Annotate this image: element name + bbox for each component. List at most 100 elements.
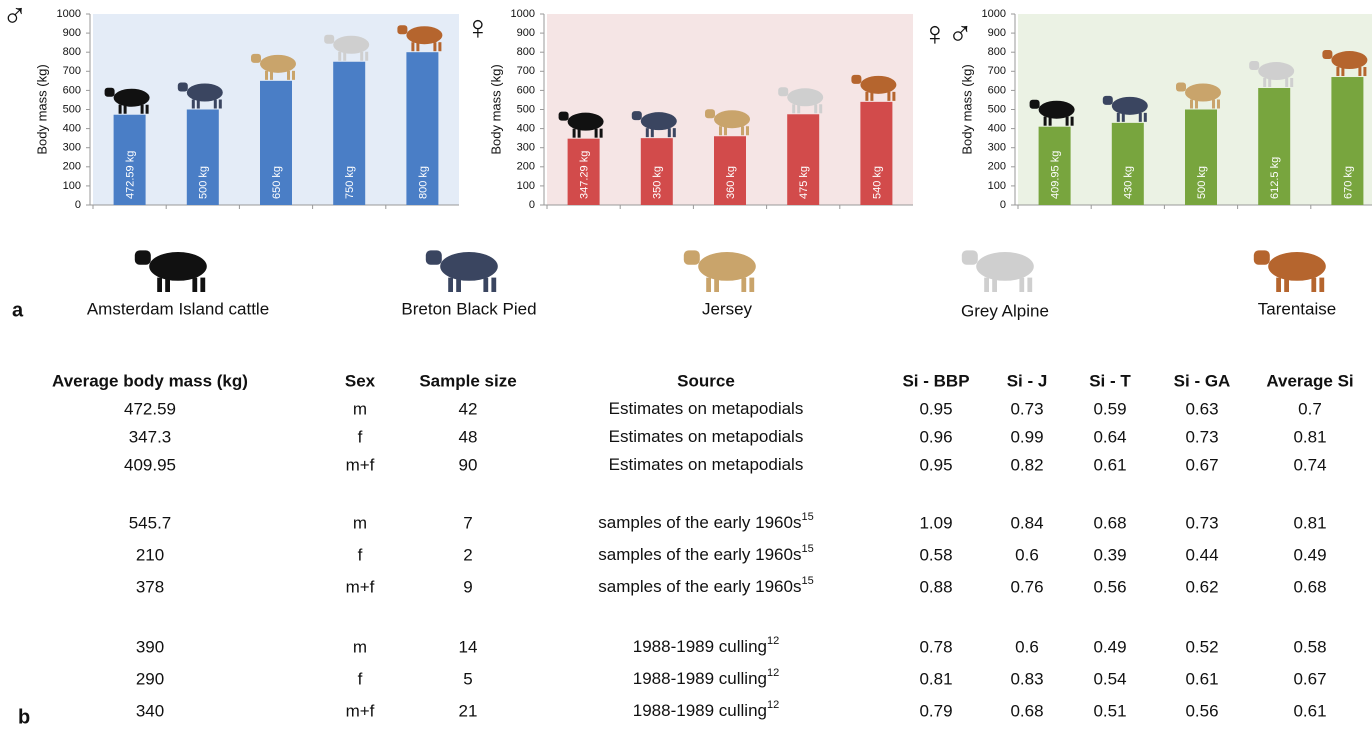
cow-leg (1217, 99, 1220, 109)
cow-icon (558, 111, 604, 138)
table-cell: 42 (459, 399, 478, 418)
bar (640, 138, 673, 205)
cow-icon (778, 87, 824, 114)
table-cell: 0.67 (1293, 669, 1326, 688)
cow-head (778, 87, 789, 97)
table-cell: 390 (136, 637, 164, 656)
table-cell: samples of the early 1960s15 (598, 511, 813, 533)
cow-leg (118, 104, 122, 114)
cow-body (1111, 96, 1148, 115)
y-tick-label: 1000 (982, 8, 1006, 20)
table-cell: f (358, 427, 363, 446)
cow-leg (411, 42, 415, 52)
table-cell: 0.68 (1293, 577, 1326, 596)
table-cell: 0.81 (919, 669, 952, 688)
cow-head (683, 250, 700, 265)
table-header: Average body mass (kg) (52, 371, 248, 390)
table-cell: 0.58 (919, 545, 952, 564)
table-cell: 0.73 (1185, 427, 1218, 446)
y-tick-label: 900 (63, 27, 81, 39)
breed-label: Grey Alpine (961, 301, 1049, 320)
cow-leg (1276, 277, 1281, 292)
table-header: Average Si (1266, 371, 1353, 390)
cow-leg (1341, 67, 1345, 77)
cow-leg (123, 104, 127, 114)
cow-icon (251, 53, 296, 80)
table-cell: 0.56 (1185, 701, 1218, 720)
table-cell: 0.73 (1185, 513, 1218, 532)
value-label: 360 kg (725, 166, 737, 199)
table-cell: 1988-1989 culling12 (633, 667, 779, 689)
y-tick-label: 600 (517, 84, 535, 96)
y-tick-label: 400 (517, 123, 535, 135)
cow-leg (343, 51, 347, 61)
y-tick-label: 700 (63, 65, 81, 77)
table-cell: 0.62 (1185, 577, 1218, 596)
cow-leg (577, 128, 581, 138)
cow-leg (1285, 78, 1289, 88)
cow-body (1331, 51, 1368, 70)
cow-leg (672, 128, 676, 138)
cow-body (186, 83, 223, 102)
value-label: 500 kg (1196, 166, 1208, 199)
table-cell: m (353, 637, 367, 656)
cow-icon (324, 34, 370, 61)
table-cell: 0.81 (1293, 427, 1326, 446)
cow-leg (887, 91, 891, 101)
superscript: 12 (767, 635, 779, 647)
y-tick-label: 700 (988, 65, 1006, 77)
value-label: 475 kg (798, 166, 810, 199)
cow-leg (749, 277, 755, 292)
cow-leg (1284, 277, 1289, 292)
table-header: Source (677, 371, 735, 390)
value-label: 612.5 kg (1269, 157, 1281, 199)
table-cell: Estimates on metapodials (609, 455, 804, 474)
cow-icon (683, 250, 756, 292)
cow-leg (1319, 277, 1325, 292)
cow-leg (870, 91, 874, 101)
cow-body (787, 88, 824, 107)
cow-head (1249, 61, 1260, 71)
cow-leg (741, 277, 747, 292)
y-tick-label: 300 (988, 142, 1006, 154)
cow-leg (1070, 116, 1074, 126)
bar (1038, 126, 1071, 205)
cow-leg (724, 126, 727, 136)
cow-leg (865, 91, 869, 101)
cow-leg (140, 104, 144, 114)
table-cell: 0.67 (1185, 455, 1218, 474)
cow-icon (134, 250, 207, 292)
cow-leg (667, 128, 671, 138)
cow-leg (741, 126, 744, 136)
cow-head (1322, 50, 1333, 60)
source-text: 1988-1989 culling (633, 637, 767, 656)
cow-head (425, 250, 442, 265)
table-header: Si - T (1089, 371, 1131, 390)
cow-body (149, 252, 207, 281)
cow-leg (1143, 112, 1147, 122)
cow-leg (719, 126, 722, 136)
table-cell: 0.99 (1010, 427, 1043, 446)
cow-leg (416, 42, 420, 52)
bar (113, 114, 146, 205)
cow-leg (165, 277, 170, 292)
cow-head (1102, 95, 1113, 105)
table-cell: 9 (463, 577, 472, 596)
breed-label: Jersey (702, 299, 753, 318)
table-cell: 0.95 (919, 399, 952, 418)
table-cell: 472.59 (124, 399, 176, 418)
value-label: 472.59 kg (125, 151, 137, 199)
cow-leg (1116, 112, 1120, 122)
chart-symbol: ♂ (2, 0, 28, 35)
y-tick-label: 600 (988, 84, 1006, 96)
bar (1185, 109, 1217, 205)
cow-head (851, 74, 862, 84)
table-cell: 0.61 (1185, 669, 1218, 688)
value-label: 347.29 kg (579, 151, 591, 199)
cow-leg (218, 99, 222, 109)
table-cell: m+f (346, 455, 375, 474)
cow-leg (200, 277, 206, 292)
bar (406, 52, 439, 206)
table-cell: 0.51 (1093, 701, 1126, 720)
cow-leg (483, 277, 489, 292)
